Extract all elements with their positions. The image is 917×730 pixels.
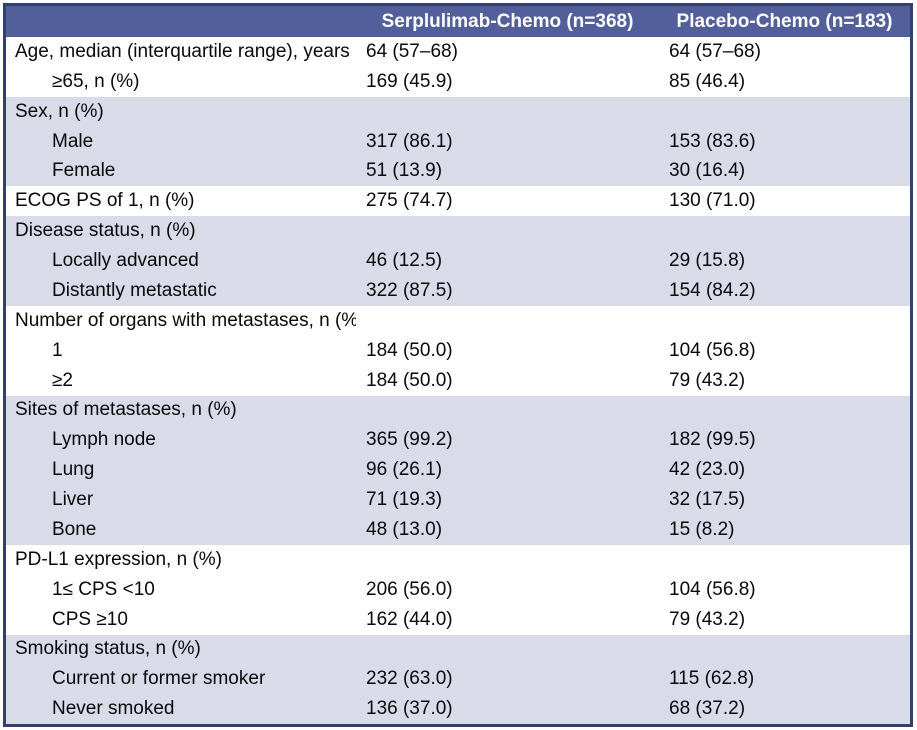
table-row: Distantly metastatic 322 (87.5) 154 (84.2) [6,276,910,306]
placebo-chemo-value: 115 (62.8) [669,668,755,690]
placebo-chemo-value: 79 (43.2) [669,369,746,391]
table-row: ECOG PS of 1, n (%) 275 (74.7) 130 (71.0) [6,186,910,217]
table-row: PD-L1 expression, n (%) [6,544,910,575]
table-row: Liver 71 (19.3) 32 (17.5) [6,485,910,515]
serplulimab-chemo-value: 184 (50.0) [366,369,453,391]
placebo-chemo-value: 68 (37.2) [669,698,746,720]
row-label: 1≤ CPS <10 [52,578,155,600]
placebo-chemo-value: 104 (56.8) [669,339,756,361]
table-row: Locally advanced 46 (12.5) 29 (15.8) [6,246,910,276]
row-label: Female [52,160,116,182]
placebo-chemo-value: 30 (16.4) [669,160,746,182]
row-label: Lymph node [52,429,156,451]
placebo-chemo-value: 154 (84.2) [669,279,756,301]
row-label: 1 [52,339,63,361]
serplulimab-chemo-value: 169 (45.9) [366,70,453,92]
table-row: Disease status, n (%) [6,216,910,247]
row-label: Smoking status, n (%) [15,638,201,660]
table-row: Smoking status, n (%) [6,634,910,665]
baseline-characteristics-table: Serplulimab-Chemo (n=368) Placebo-Chemo … [3,3,913,727]
row-label: ≥65, n (%) [52,70,140,92]
serplulimab-chemo-value: 64 (57–68) [366,40,458,62]
serplulimab-chemo-value: 71 (19.3) [366,489,443,511]
placebo-chemo-value: 85 (46.4) [669,70,746,92]
table-header-row: Serplulimab-Chemo (n=368) Placebo-Chemo … [6,6,910,37]
placebo-chemo-value: 15 (8.2) [669,518,735,540]
row-label: Current or former smoker [52,668,266,690]
table-row: Age, median (interquartile range), years… [6,37,910,67]
header-serplulimab-chemo: Serplulimab-Chemo (n=368) [381,11,634,32]
row-label: Never smoked [52,698,175,720]
table-row: 1 184 (50.0) 104 (56.8) [6,335,910,366]
row-label: Disease status, n (%) [15,220,196,242]
table-row: Current or former smoker 232 (63.0) 115 (6… [6,664,910,695]
table-row: CPS ≥10 162 (44.0) 79 (43.2) [6,604,910,635]
placebo-chemo-value: 64 (57–68) [669,40,761,62]
placebo-chemo-value: 153 (83.6) [669,130,756,152]
table-row: Lung 96 (26.1) 42 (23.0) [6,455,910,486]
table-row: Male 317 (86.1) 153 (83.6) [6,126,910,157]
table-row: Number of organs with metastases, n (%) [6,305,910,336]
row-label: ≥2 [52,369,73,391]
serplulimab-chemo-value: 46 (12.5) [366,250,443,272]
serplulimab-chemo-value: 206 (56.0) [366,578,453,600]
row-label: Bone [52,518,97,540]
row-label: Sites of metastases, n (%) [15,399,237,421]
serplulimab-chemo-value: 275 (74.7) [366,190,453,212]
table-body: Age, median (interquartile range), years… [6,37,910,725]
table-row: Never smoked 136 (37.0) 68 (37.2) [6,694,910,725]
table-row: Lymph node 365 (99.2) 182 (99.5) [6,425,910,456]
placebo-chemo-value: 182 (99.5) [669,429,756,451]
row-label: Distantly metastatic [52,279,217,301]
serplulimab-chemo-value: 136 (37.0) [366,698,453,720]
row-label: Locally advanced [52,250,199,272]
row-label: CPS ≥10 [52,608,128,630]
serplulimab-chemo-value: 322 (87.5) [366,279,453,301]
serplulimab-chemo-value: 317 (86.1) [366,130,453,152]
serplulimab-chemo-value: 162 (44.0) [366,608,453,630]
placebo-chemo-value: 130 (71.0) [669,190,756,212]
table-row: Sex, n (%) [6,96,910,127]
table-row: 1≤ CPS <10 206 (56.0) 104 (56.8) [6,574,910,605]
placebo-chemo-value: 104 (56.8) [669,578,756,600]
table-row: Bone 48 (13.0) 15 (8.2) [6,515,910,545]
serplulimab-chemo-value: 48 (13.0) [366,518,443,540]
serplulimab-chemo-value: 232 (63.0) [366,668,453,690]
placebo-chemo-value: 79 (43.2) [669,608,746,630]
serplulimab-chemo-value: 184 (50.0) [366,339,453,361]
placebo-chemo-value: 29 (15.8) [669,250,746,272]
row-label: ECOG PS of 1, n (%) [15,190,195,212]
row-label: Liver [52,489,94,511]
row-label: Male [52,130,94,152]
table-row: ≥2 184 (50.0) 79 (43.2) [6,365,910,396]
row-label: Lung [52,459,95,481]
row-label: PD-L1 expression, n (%) [15,548,222,570]
serplulimab-chemo-value: 365 (99.2) [366,429,453,451]
row-label: Sex, n (%) [15,100,104,122]
placebo-chemo-value: 32 (17.5) [669,489,746,511]
header-placebo-chemo: Placebo-Chemo (n=183) [676,11,893,32]
serplulimab-chemo-value: 96 (26.1) [366,459,443,481]
serplulimab-chemo-value: 51 (13.9) [366,160,443,182]
row-label: Number of organs with metastases, n (%) [15,309,356,331]
table-row: ≥65, n (%) 169 (45.9) 85 (46.4) [6,66,910,97]
row-label: Age, median (interquartile range), years [15,40,350,62]
placebo-chemo-value: 42 (23.0) [669,459,746,481]
table-row: Sites of metastases, n (%) [6,395,910,426]
table-row: Female 51 (13.9) 30 (16.4) [6,156,910,187]
